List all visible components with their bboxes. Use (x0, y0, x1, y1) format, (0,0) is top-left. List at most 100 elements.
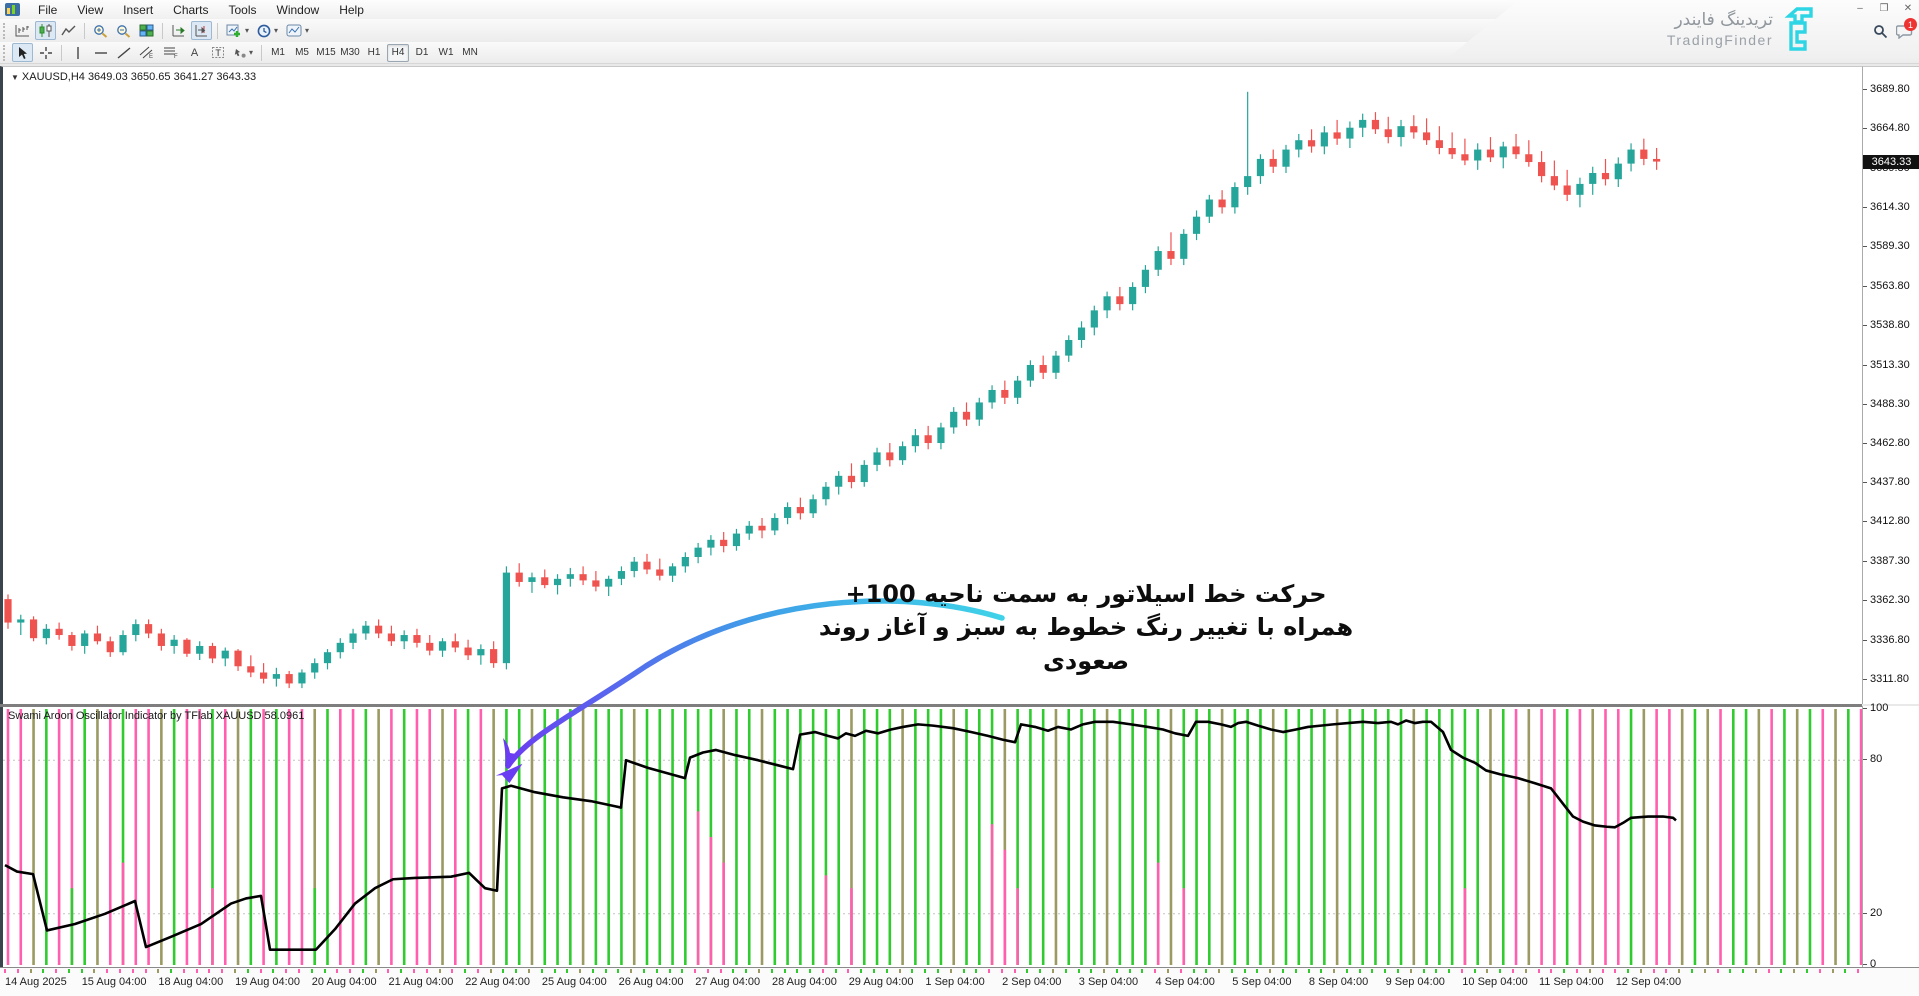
timeframe-m1[interactable]: M1 (271, 47, 285, 58)
candle-body (451, 641, 459, 648)
cursor-icon[interactable] (12, 43, 33, 62)
date-axis-nub (297, 969, 300, 973)
chart-shift-icon[interactable] (191, 21, 212, 40)
candle-body (55, 628, 63, 636)
timeframe-h4[interactable]: H4 (387, 43, 410, 62)
price-axis[interactable]: 3689.803664.803639.303614.303589.303563.… (1862, 66, 1919, 704)
crosshair-icon[interactable] (35, 43, 56, 62)
candle-body (528, 577, 536, 582)
oscillator-axis-label: 80 (1870, 753, 1883, 766)
oscillator-axis-label: 0 (1870, 958, 1877, 970)
timeframe-m30[interactable]: M30 (340, 47, 360, 58)
minimize-button[interactable]: – (1857, 3, 1863, 14)
menu-item-view[interactable]: View (77, 2, 104, 17)
candle-body (886, 452, 894, 461)
timeframe-d1[interactable]: D1 (415, 47, 429, 58)
periods-icon[interactable]: ▾ (254, 21, 281, 40)
price-axis-tick (1863, 443, 1867, 445)
annotation-line-2: همراه با تغییر رنگ خطوط به سبز و آغاز رو… (818, 613, 1354, 675)
label-icon[interactable]: T (207, 43, 228, 62)
date-axis-nub (694, 969, 697, 973)
candle-body (809, 499, 817, 514)
horizontal-line-icon[interactable] (90, 43, 111, 62)
timeframe-m15[interactable]: M15 (316, 47, 336, 58)
vertical-line-icon[interactable] (67, 43, 88, 62)
close-button[interactable]: ✕ (1903, 3, 1913, 14)
toolbar-grip[interactable] (3, 22, 8, 39)
candle-body (1167, 251, 1175, 259)
timeframe-h1[interactable]: H1 (367, 47, 381, 58)
oscillator-axis[interactable]: 100 80 20 0 (1862, 702, 1919, 970)
date-axis-nub (860, 969, 863, 973)
timeframe-m5[interactable]: M5 (295, 47, 309, 58)
date-axis-nub (604, 969, 607, 973)
price-axis-label: 3362.30 (1870, 594, 1910, 607)
menu-item-tools[interactable]: Tools (228, 2, 257, 17)
date-axis-nub (374, 969, 377, 973)
menu-item-charts[interactable]: Charts (173, 2, 209, 17)
candle-body (515, 572, 523, 582)
candle-body (4, 599, 12, 623)
date-axis-nub (745, 969, 748, 973)
candle-body (349, 633, 357, 643)
tile-windows-icon[interactable] (136, 21, 157, 40)
date-axis-label: 8 Sep 04:00 (1308, 976, 1369, 988)
timeframe-mn[interactable]: MN (462, 47, 478, 58)
svg-text:E: E (149, 54, 153, 59)
date-axis-nub (1537, 969, 1540, 973)
new-chart-icon[interactable]: ▾ (223, 21, 252, 40)
oscillator-axis-label: 100 (1870, 702, 1889, 714)
chevron-down-icon: ▾ (274, 26, 279, 35)
candle-body (1512, 146, 1520, 155)
menu-item-help[interactable]: Help (339, 2, 364, 17)
menu-item-insert[interactable]: Insert (123, 2, 154, 17)
text-icon[interactable]: A (190, 46, 199, 59)
candle-body (911, 435, 919, 447)
date-axis-nub (591, 969, 594, 973)
fibonacci-icon[interactable]: F (160, 43, 182, 62)
price-chart[interactable]: ▼ XAUUSD,H4 3649.03 3650.65 3641.27 3643.… (0, 66, 1862, 704)
candle-body (1014, 380, 1022, 398)
candle-body (157, 633, 165, 646)
candle-body (835, 475, 843, 487)
menu-item-window[interactable]: Window (276, 2, 320, 17)
zoom-in-icon[interactable] (90, 21, 111, 40)
candlestick-chart-icon[interactable] (35, 21, 56, 40)
price-axis-label: 3437.80 (1870, 476, 1910, 489)
date-axis-nub (540, 969, 543, 973)
candle-body (1563, 185, 1571, 195)
candle-body (771, 517, 779, 531)
zoom-out-icon[interactable] (113, 21, 134, 40)
oscillator-panel[interactable]: Swami Aroon Oscillator Indicator by TFla… (0, 707, 1865, 967)
equidistant-channel-icon[interactable]: E (136, 43, 158, 62)
date-axis-nub (1639, 969, 1642, 973)
date-axis[interactable]: 14 Aug 2025 15 Aug 04:00 18 Aug 04:00 19 Au… (0, 967, 1919, 996)
date-axis-nub (1218, 969, 1221, 973)
arrows-icon[interactable]: ▾ (230, 43, 256, 62)
toolbar-grip[interactable] (3, 44, 8, 61)
date-axis-nub (259, 969, 262, 973)
candle-body (1129, 286, 1137, 305)
menu-item-file[interactable]: File (38, 2, 58, 17)
bar-chart-icon[interactable] (12, 21, 33, 40)
date-axis-label: 20 Aug 04:00 (311, 976, 377, 988)
date-axis-nub (195, 969, 198, 973)
auto-scroll-icon[interactable] (168, 21, 189, 40)
candle-body (426, 642, 434, 651)
candle-body (1614, 163, 1622, 180)
trendline-icon[interactable] (113, 43, 134, 62)
templates-icon[interactable]: ▾ (283, 21, 312, 40)
chat-icon[interactable]: 1 (1896, 18, 1917, 39)
timeframe-w1[interactable]: W1 (438, 47, 454, 58)
price-axis-tick (1863, 285, 1867, 287)
restore-button[interactable]: ❐ (1879, 3, 1889, 14)
date-axis-label: 25 Aug 04:00 (541, 976, 607, 988)
candle-body (758, 525, 766, 531)
svg-text:F: F (174, 54, 178, 59)
candle-body (1550, 176, 1558, 186)
date-axis-nub (1678, 969, 1681, 973)
search-icon[interactable] (1873, 24, 1888, 39)
candle-body (617, 571, 626, 579)
date-axis-nub (988, 969, 991, 973)
line-chart-icon[interactable] (58, 21, 79, 40)
